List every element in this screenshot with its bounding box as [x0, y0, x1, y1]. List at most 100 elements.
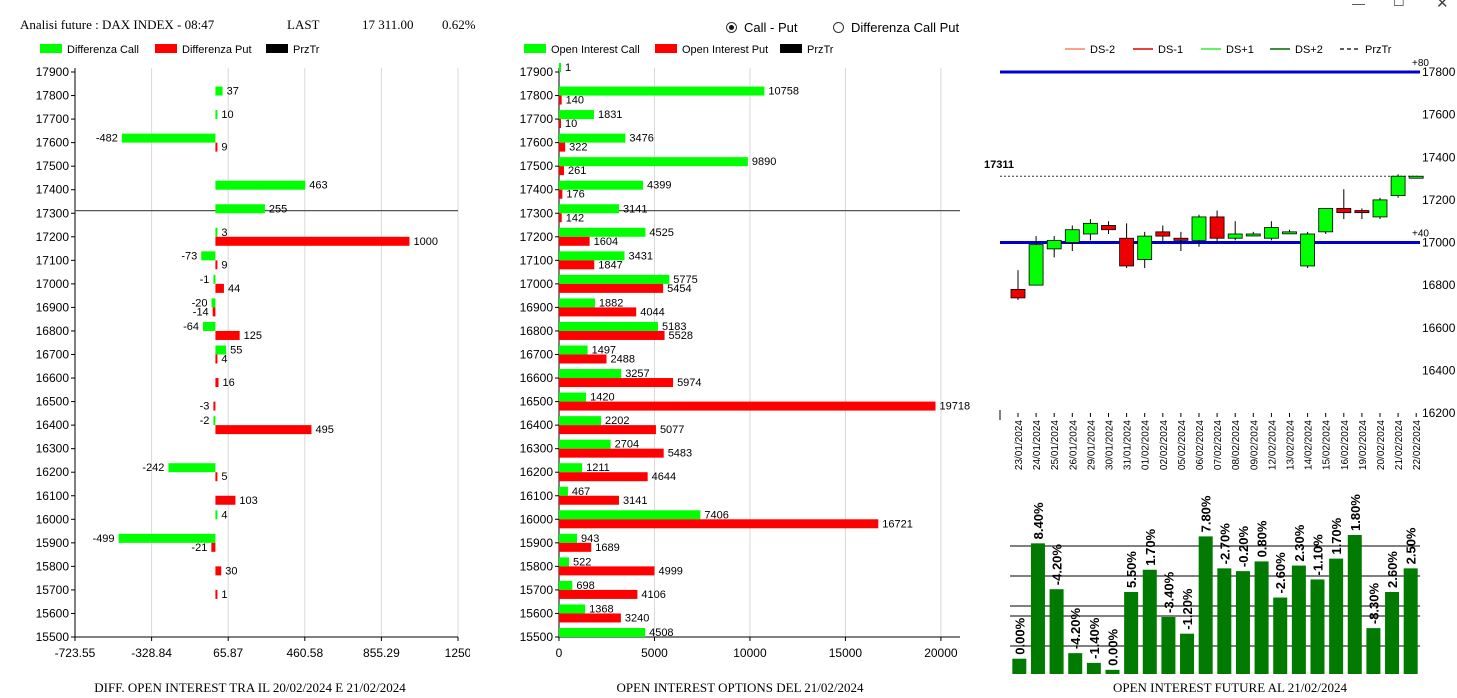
- y-tick-label: 16800: [1422, 278, 1456, 292]
- candle-up: [1264, 227, 1279, 239]
- y-tick-label: 16200: [1422, 406, 1456, 420]
- call-bar: [559, 604, 586, 614]
- data-label: 9890: [752, 156, 776, 168]
- put-bar: [215, 283, 224, 293]
- candle-up: [1191, 216, 1207, 241]
- y-tick-label: 17600: [520, 136, 554, 150]
- data-label: 10: [221, 109, 233, 121]
- candle-down: [1336, 207, 1352, 214]
- data-label: -21: [191, 542, 207, 554]
- radio-differenza-call-put[interactable]: Differenza Call Put: [833, 20, 959, 35]
- oi-change-bar: [1217, 568, 1232, 674]
- y-tick-label: 16400: [520, 418, 554, 432]
- y-tick-label: 17000: [1422, 236, 1456, 250]
- open-interest-future-chart: DS-2 DS-1 DS+1 DS+2 PrzTr 17800 17600 17400 1720…: [984, 44, 1456, 674]
- y-tick-label: 17400: [36, 183, 70, 197]
- data-label: 1604: [594, 236, 618, 248]
- x-tick-label: 25/01/2024: [1050, 420, 1061, 470]
- y-tick-label: 16800: [36, 324, 70, 338]
- put-bar: [559, 354, 607, 364]
- x-tick-label: 15000: [829, 646, 863, 660]
- call-bar: [215, 345, 227, 355]
- x-tick-label: 855.29: [363, 646, 400, 660]
- call-bar: [559, 392, 587, 402]
- candle-down: [1173, 237, 1189, 241]
- candle-up: [1300, 233, 1315, 267]
- data-label: -1: [200, 274, 210, 286]
- call-bar: [559, 321, 658, 331]
- data-label: 1211: [586, 462, 610, 474]
- y-tick-label: 16300: [520, 442, 554, 456]
- y-tick-label: 17500: [520, 159, 554, 173]
- x-tick-label: 07/02/2024: [1213, 420, 1224, 470]
- data-label: 4: [221, 354, 227, 366]
- call-bar: [559, 63, 561, 72]
- legend-swatch: [155, 44, 177, 53]
- y-tick-label: 15700: [520, 583, 554, 597]
- data-label: 7406: [704, 509, 728, 521]
- close-icon[interactable]: ✕: [1436, 0, 1449, 12]
- y-tick-label: 17800: [36, 89, 70, 103]
- legend-label: DS+2: [1295, 44, 1323, 56]
- data-label: 1420: [590, 392, 614, 404]
- put-bar: [559, 495, 619, 505]
- oi-change-label: -2.70%: [1217, 523, 1232, 565]
- data-label: 1847: [598, 259, 622, 271]
- x-tick-label: 08/02/2024: [1231, 420, 1242, 470]
- y-tick-label: 16500: [520, 395, 554, 409]
- data-label: 142: [566, 212, 584, 224]
- y-tick-label: 15500: [520, 630, 554, 644]
- oi-change-bar: [1310, 579, 1325, 674]
- put-bar: [559, 519, 879, 529]
- put-bar: [215, 378, 219, 388]
- put-bar: [212, 307, 216, 317]
- data-label: 176: [566, 189, 584, 201]
- data-label: 5528: [669, 330, 693, 342]
- y-tick-label: 15600: [36, 606, 70, 620]
- x-tick-label: -723.55: [55, 646, 96, 660]
- data-label: 1000: [413, 236, 437, 248]
- oi-change-bar: [1291, 565, 1306, 674]
- call-bar: [168, 463, 216, 473]
- legend-label: PrzTr: [807, 44, 834, 56]
- data-label: 37: [227, 86, 239, 98]
- put-bar: [215, 589, 218, 599]
- y-tick-label: 17000: [520, 277, 554, 291]
- minimize-icon[interactable]: —: [1352, 0, 1365, 11]
- data-label: 698: [576, 580, 594, 592]
- oi-change-label: 0.00%: [1012, 617, 1027, 654]
- call-bar: [559, 463, 583, 473]
- y-tick-label: 16300: [36, 442, 70, 456]
- put-bar: [215, 236, 410, 246]
- put-bar: [559, 166, 564, 176]
- x-tick-label: 06/02/2024: [1195, 420, 1206, 470]
- put-bar: [559, 189, 563, 199]
- radio-call-put[interactable]: Call - Put: [726, 20, 797, 35]
- y-tick-label: 16000: [36, 512, 70, 526]
- data-label: 55: [230, 345, 242, 357]
- y-tick-label: 15900: [520, 536, 554, 550]
- data-label: 5454: [667, 283, 691, 295]
- x-tick-label: 12/02/2024: [1267, 420, 1278, 470]
- x-tick-label: 26/01/2024: [1068, 420, 1079, 470]
- data-label: 4525: [649, 227, 673, 239]
- call-bar: [559, 369, 622, 379]
- put-bar: [215, 330, 240, 340]
- oi-change-label: 1.70%: [1143, 528, 1158, 565]
- data-label: 3257: [625, 368, 649, 380]
- data-label: 1882: [599, 297, 623, 309]
- call-bar: [213, 416, 216, 426]
- y-tick-label: 17900: [36, 65, 70, 79]
- data-label: 255: [269, 203, 287, 215]
- data-label: -64: [183, 321, 199, 333]
- call-bar: [559, 274, 670, 284]
- call-bar: [559, 345, 588, 355]
- data-label: 10758: [768, 86, 799, 98]
- oi-change-label: 2.30%: [1292, 524, 1307, 561]
- x-tick-label: 16/02/2024: [1340, 420, 1351, 470]
- y-tick-label: 16400: [36, 418, 70, 432]
- data-label: 16: [223, 377, 235, 389]
- candle-down: [1010, 288, 1026, 299]
- maximize-icon[interactable]: ☐: [1393, 0, 1405, 9]
- call-bar: [213, 274, 216, 284]
